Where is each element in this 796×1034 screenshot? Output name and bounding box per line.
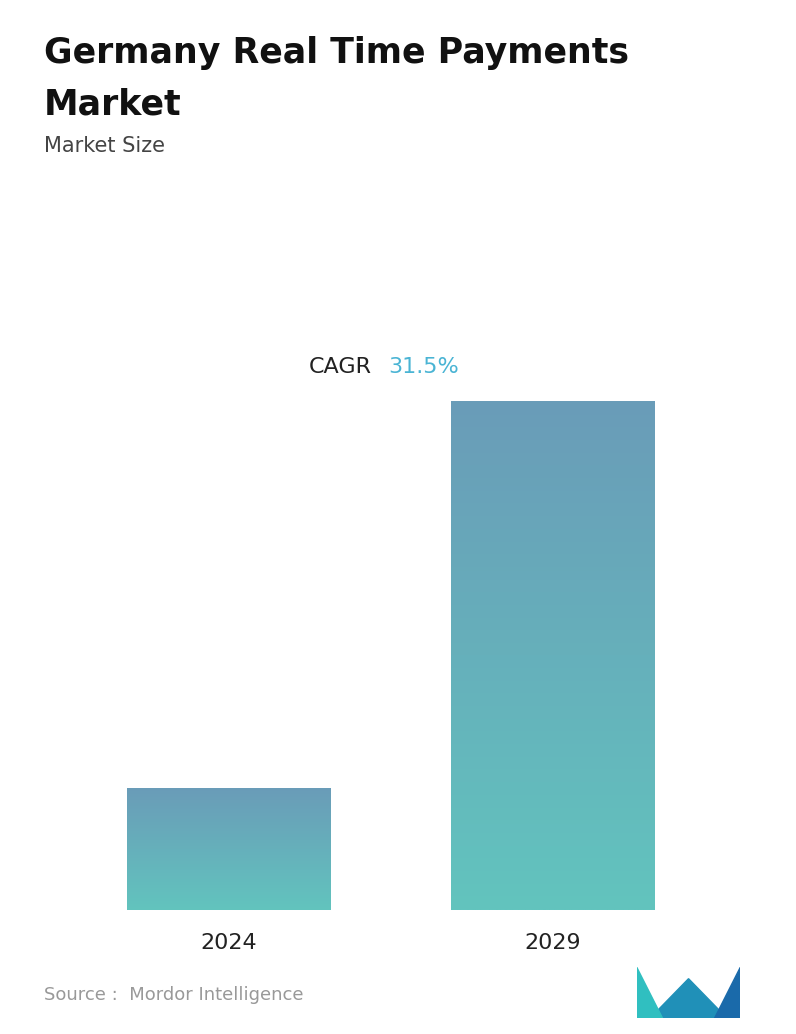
Text: Germany Real Time Payments: Germany Real Time Payments bbox=[44, 36, 629, 70]
Text: CAGR: CAGR bbox=[309, 357, 372, 376]
Text: Source :  Mordor Intelligence: Source : Mordor Intelligence bbox=[44, 985, 303, 1004]
Polygon shape bbox=[637, 968, 663, 1018]
Polygon shape bbox=[650, 978, 728, 1018]
Text: Market Size: Market Size bbox=[44, 136, 165, 156]
Text: 31.5%: 31.5% bbox=[388, 357, 459, 376]
Text: 2029: 2029 bbox=[525, 934, 581, 953]
Polygon shape bbox=[715, 968, 740, 1018]
Text: Market: Market bbox=[44, 88, 181, 122]
Text: 2024: 2024 bbox=[200, 934, 256, 953]
